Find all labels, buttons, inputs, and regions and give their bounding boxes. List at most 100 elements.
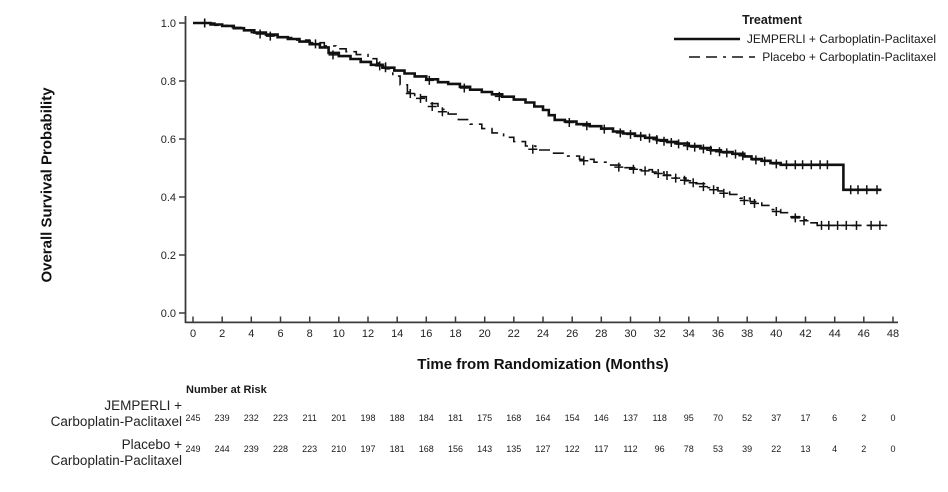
x-tick-label: 0 bbox=[190, 328, 196, 340]
risk-count-jemperli-t36: 70 bbox=[712, 413, 723, 423]
risk-count-placebo-t22: 135 bbox=[506, 444, 522, 454]
risk-row-label-jemperli-line2: Carboplatin-Paclitaxel bbox=[50, 414, 182, 429]
km-curve-placebo bbox=[193, 22, 888, 227]
risk-count-placebo-t4: 239 bbox=[243, 444, 259, 454]
legend-entry-jemperli: JEMPERLI + Carboplatin-Paclitaxel bbox=[664, 30, 936, 48]
x-tick-label: 44 bbox=[829, 328, 841, 340]
risk-count-placebo-t42: 13 bbox=[800, 444, 811, 454]
x-tick-label: 6 bbox=[277, 328, 283, 340]
risk-count-placebo-t40: 22 bbox=[771, 444, 782, 454]
risk-count-jemperli-t40: 37 bbox=[771, 413, 782, 423]
x-tick-label: 38 bbox=[741, 328, 753, 340]
legend-label-placebo: Placebo + Carboplatin-Paclitaxel bbox=[762, 50, 936, 64]
y-tick-label: 0.0 bbox=[161, 308, 176, 320]
x-tick-label: 4 bbox=[248, 328, 254, 340]
risk-count-jemperli-t18: 181 bbox=[447, 413, 464, 423]
risk-row-label-placebo-line1: Placebo + bbox=[121, 437, 182, 452]
x-tick-label: 14 bbox=[391, 328, 403, 340]
x-tick-label: 2 bbox=[219, 328, 225, 340]
y-axis-title: Overall Survival Probability bbox=[38, 87, 56, 283]
x-axis-title: Time from Randomization (Months) bbox=[417, 356, 669, 373]
risk-row-label-jemperli-line1: JEMPERLI + bbox=[104, 398, 182, 413]
risk-count-jemperli-t46: 2 bbox=[861, 413, 867, 423]
x-tick-label: 34 bbox=[683, 328, 695, 340]
x-tick-label: 46 bbox=[858, 328, 870, 340]
censor-marks-placebo bbox=[200, 18, 885, 230]
risk-count-jemperli-t44: 6 bbox=[832, 413, 838, 423]
legend-entries: JEMPERLI + Carboplatin-Paclitaxel Placebo… bbox=[664, 30, 936, 66]
risk-count-jemperli-t32: 118 bbox=[652, 413, 667, 423]
risk-count-placebo-t18: 156 bbox=[447, 444, 464, 454]
x-tick-label: 26 bbox=[566, 328, 578, 340]
risk-count-jemperli-t42: 17 bbox=[800, 413, 811, 423]
x-tick-label: 16 bbox=[420, 328, 432, 340]
risk-count-jemperli-t22: 168 bbox=[506, 413, 522, 423]
risk-count-jemperli-t8: 211 bbox=[302, 413, 317, 423]
x-tick-label: 20 bbox=[479, 328, 491, 340]
x-tick-label: 32 bbox=[654, 328, 666, 340]
dashed-line-sample-icon bbox=[689, 56, 756, 58]
x-tick-label: 28 bbox=[595, 328, 607, 340]
risk-count-placebo-t28: 117 bbox=[594, 444, 609, 454]
risk-count-placebo-t38: 39 bbox=[742, 444, 753, 454]
risk-count-placebo-t20: 143 bbox=[477, 444, 493, 454]
y-tick-label: 0.4 bbox=[161, 192, 176, 204]
risk-count-jemperli-t38: 52 bbox=[742, 413, 753, 423]
legend-title: Treatment bbox=[742, 13, 802, 27]
y-tick-label: 0.8 bbox=[161, 76, 176, 88]
risk-count-jemperli-t26: 154 bbox=[564, 413, 580, 423]
risk-count-jemperli-t0: 245 bbox=[185, 413, 201, 423]
risk-count-placebo-t44: 4 bbox=[832, 444, 838, 454]
risk-count-jemperli-t48: 0 bbox=[890, 413, 896, 423]
risk-count-placebo-t48: 0 bbox=[890, 444, 896, 454]
risk-count-placebo-t6: 228 bbox=[272, 444, 289, 454]
risk-count-jemperli-t12: 198 bbox=[360, 413, 376, 423]
risk-count-jemperli-t34: 95 bbox=[683, 413, 694, 423]
risk-count-jemperli-t10: 201 bbox=[331, 413, 347, 423]
legend-entry-placebo: Placebo + Carboplatin-Paclitaxel bbox=[664, 48, 936, 66]
risk-count-placebo-t14: 181 bbox=[389, 444, 405, 454]
risk-count-placebo-t8: 223 bbox=[302, 444, 318, 454]
km-plot-area: 0.00.20.40.60.81.00 2 4 6 8 10 12 14 16 18 20 22 24 2… bbox=[161, 16, 899, 340]
x-tick-label: 12 bbox=[362, 328, 374, 340]
risk-count-placebo-t2: 244 bbox=[214, 444, 230, 454]
risk-count-jemperli-t30: 137 bbox=[622, 413, 639, 423]
risk-count-jemperli-t2: 239 bbox=[214, 413, 230, 423]
risk-count-placebo-t46: 2 bbox=[861, 444, 867, 454]
risk-row-label-placebo-line2: Carboplatin-Paclitaxel bbox=[50, 453, 182, 468]
risk-count-jemperli-t14: 188 bbox=[389, 413, 405, 423]
y-tick-label: 0.6 bbox=[161, 134, 176, 146]
risk-count-placebo-t30: 112 bbox=[623, 444, 638, 454]
risk-count-placebo-t0: 249 bbox=[185, 444, 201, 454]
x-tick-label: 42 bbox=[799, 328, 811, 340]
x-tick-label: 18 bbox=[449, 328, 461, 340]
risk-count-jemperli-t4: 232 bbox=[243, 413, 259, 423]
solid-line-sample-icon bbox=[673, 37, 740, 41]
x-tick-label: 8 bbox=[307, 328, 313, 340]
number-at-risk-header: Number at Risk bbox=[186, 384, 267, 396]
km-curve-jemperli bbox=[193, 21, 882, 192]
legend: Treatment JEMPERLI + Carboplatin-Paclita… bbox=[664, 13, 936, 66]
risk-count-jemperli-t24: 164 bbox=[535, 413, 551, 423]
risk-count-jemperli-t20: 175 bbox=[477, 413, 493, 423]
risk-count-jemperli-t28: 146 bbox=[593, 413, 609, 423]
risk-count-placebo-t12: 197 bbox=[360, 444, 376, 454]
risk-count-placebo-t32: 96 bbox=[654, 444, 665, 454]
risk-count-placebo-t10: 210 bbox=[331, 444, 347, 454]
x-tick-label: 40 bbox=[770, 328, 782, 340]
x-tick-label: 22 bbox=[508, 328, 520, 340]
risk-count-placebo-t16: 168 bbox=[418, 444, 434, 454]
legend-label-jemperli: JEMPERLI + Carboplatin-Paclitaxel bbox=[746, 32, 936, 46]
x-tick-label: 10 bbox=[333, 328, 345, 340]
x-tick-label: 30 bbox=[624, 328, 636, 340]
risk-count-placebo-t36: 53 bbox=[712, 444, 723, 454]
y-tick-label: 1.0 bbox=[161, 18, 176, 30]
x-tick-label: 24 bbox=[537, 328, 549, 340]
x-tick-label: 36 bbox=[712, 328, 724, 340]
risk-count-jemperli-t16: 184 bbox=[418, 413, 434, 423]
risk-row-label-placebo: Placebo + Carboplatin-Paclitaxel bbox=[0, 437, 182, 469]
risk-count-placebo-t26: 122 bbox=[564, 444, 580, 454]
x-tick-label: 48 bbox=[887, 328, 899, 340]
risk-count-jemperli-t6: 223 bbox=[272, 413, 289, 423]
